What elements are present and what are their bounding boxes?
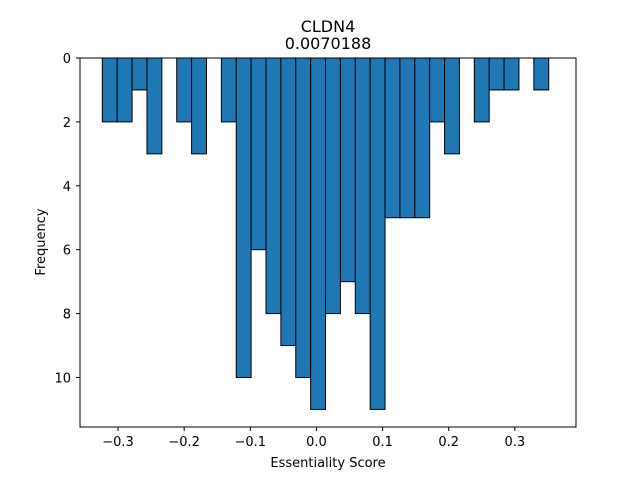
histogram-bar: [444, 57, 460, 155]
y-tick-label: 4: [63, 180, 71, 195]
histogram-bar: [384, 57, 401, 219]
x-tick-label: −0.1: [235, 435, 267, 450]
histogram-bar: [146, 57, 163, 155]
x-tick-label: 0.2: [438, 435, 459, 450]
histogram-bar: [265, 57, 282, 315]
chart-title: CLDN4: [301, 17, 356, 36]
chart-subtitle: 0.0070188: [285, 34, 372, 53]
y-tick-label: 0: [63, 52, 71, 67]
y-axis-ticks: 0 2 4 6 8 10: [54, 52, 80, 386]
histogram-bar: [191, 57, 207, 155]
x-axis-ticks: −0.3 −0.2 −0.1 0.0 0.1 0.2 0.3: [102, 427, 525, 450]
histogram-bar: [310, 57, 327, 410]
histogram-bar: [250, 57, 267, 251]
histogram-bar: [101, 57, 118, 123]
histogram-bar: [235, 57, 252, 378]
histogram-bar: [280, 57, 297, 347]
x-axis-label: Essentiality Score: [270, 456, 385, 471]
y-tick-label: 10: [54, 371, 71, 386]
histogram-bar: [116, 57, 133, 123]
x-tick-label: 0.1: [372, 435, 393, 450]
histogram-bar: [176, 57, 193, 123]
histogram-bar: [339, 57, 356, 283]
histogram-bar: [354, 57, 371, 315]
y-tick-label: 8: [63, 308, 71, 323]
histogram-bar: [295, 57, 312, 378]
histogram-bar: [131, 57, 148, 91]
histogram-bar: [488, 57, 505, 91]
histogram-bar: [533, 57, 550, 91]
y-axis-label: Frequency: [34, 208, 49, 275]
histogram-bar: [414, 57, 431, 219]
x-tick-label: −0.2: [168, 435, 200, 450]
x-tick-label: 0.3: [504, 435, 525, 450]
histogram-bar: [429, 57, 446, 123]
bars-group: [101, 57, 550, 410]
histogram-bar: [503, 57, 520, 91]
y-tick-label: 6: [63, 244, 71, 259]
x-tick-label: 0.0: [306, 435, 327, 450]
y-tick-label: 2: [63, 116, 71, 131]
histogram-bar: [399, 57, 416, 219]
histogram-bar: [369, 57, 386, 410]
histogram-bar: [220, 57, 237, 123]
plot-frame: [79, 57, 577, 428]
x-tick-label: −0.3: [102, 435, 134, 450]
histogram-bar: [325, 57, 341, 315]
histogram-bar: [473, 57, 490, 123]
